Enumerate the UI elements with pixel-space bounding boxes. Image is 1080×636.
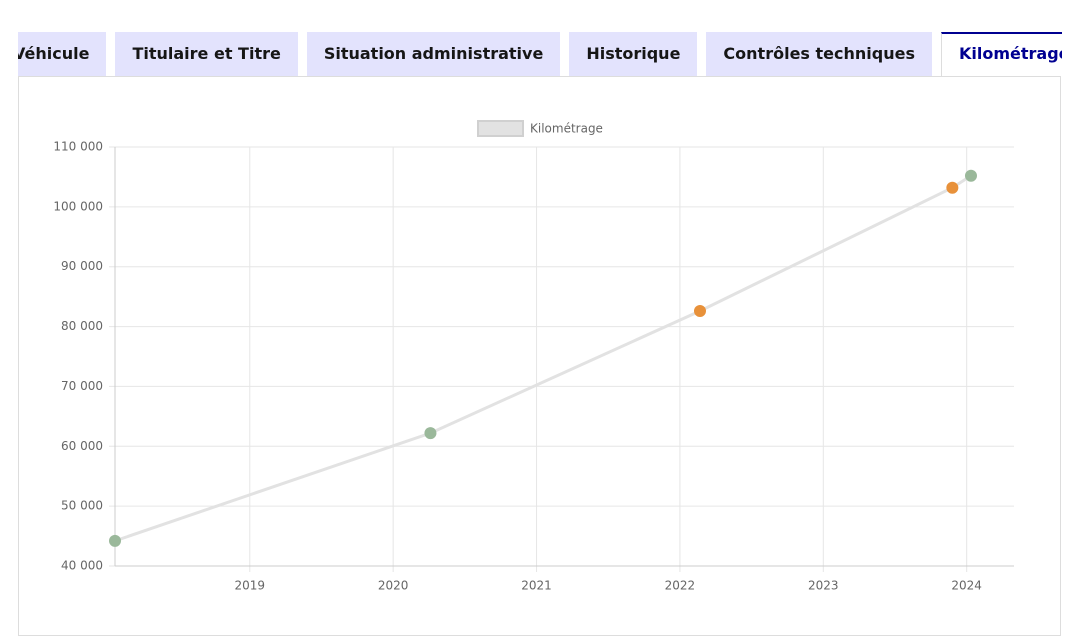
point xyxy=(693,305,706,318)
tab[interactable]: Titulaire et Titre xyxy=(115,32,298,76)
y-tick-label: 110 000 xyxy=(53,140,103,154)
tab[interactable]: Kilométrage xyxy=(940,32,1062,76)
y-tick-label: 60 000 xyxy=(61,439,103,453)
x-tick-label: 2024 xyxy=(951,579,982,593)
y-tick-label: 50 000 xyxy=(61,499,103,513)
tab[interactable]: Historique xyxy=(569,32,698,76)
tab[interactable]: Situation administrative xyxy=(306,32,561,76)
y-tick-label: 90 000 xyxy=(61,259,103,273)
y-tick-label: 70 000 xyxy=(61,379,103,393)
chart: 40 000 50 000 60 000 70 000 80 000 90 000 100 … xyxy=(53,120,1014,593)
x-tick-label: 2023 xyxy=(808,579,839,593)
tab[interactable]: Contrôles techniques xyxy=(706,32,932,76)
y-tick-label: 40 000 xyxy=(61,559,103,573)
y-tick-label: 100 000 xyxy=(53,199,103,213)
x-tick-label: 2020 xyxy=(378,579,409,593)
point xyxy=(946,181,959,194)
x-tick-label: 2022 xyxy=(665,579,696,593)
page: Véhicule Titulaire et Titre Situation admi… xyxy=(18,32,1062,636)
legend-swatch xyxy=(477,120,524,137)
x-tick-label: 2019 xyxy=(235,579,266,593)
y-tick-label: 80 000 xyxy=(61,319,103,333)
tab[interactable]: Véhicule xyxy=(18,32,107,76)
line xyxy=(114,174,972,543)
point xyxy=(964,169,977,182)
legend-label: Kilométrage xyxy=(530,122,603,136)
point xyxy=(109,534,121,547)
point xyxy=(424,427,437,440)
tab-bar: Véhicule Titulaire et Titre Situation admi… xyxy=(18,32,1062,76)
x-tick-label: 2021 xyxy=(521,579,552,593)
